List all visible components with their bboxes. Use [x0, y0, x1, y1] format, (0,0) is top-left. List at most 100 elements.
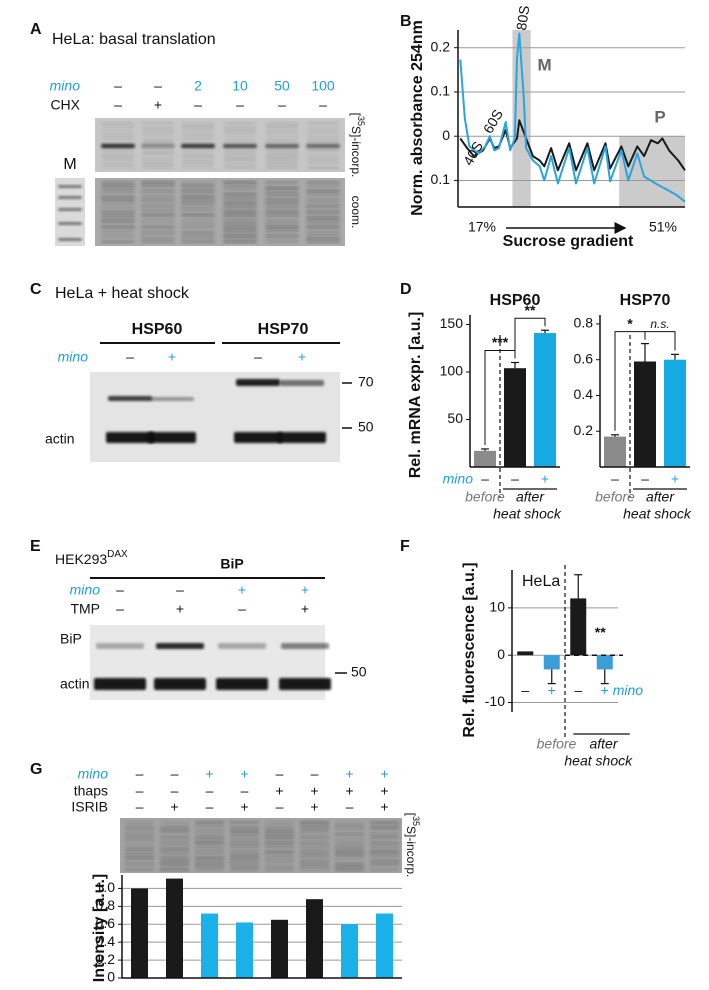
gel-band [265, 144, 299, 148]
trace [459, 119, 686, 172]
gel-band [334, 869, 365, 871]
gel-band [265, 214, 299, 216]
row-cell: + [168, 349, 176, 365]
region-label: P [654, 108, 665, 127]
gel-band [223, 205, 257, 207]
row-cell: – [114, 78, 122, 94]
gel-band [159, 836, 190, 838]
gel-band [102, 152, 134, 154]
y-tick-label: -10 [485, 693, 505, 709]
gel-band [306, 196, 340, 198]
bar [570, 598, 587, 656]
gel-band [229, 821, 260, 823]
group-label: before [595, 489, 635, 505]
gel-band [306, 181, 340, 183]
y-tick-label: 150 [440, 315, 464, 331]
gel-band [224, 128, 256, 130]
gel-band [102, 131, 134, 133]
gel-band [142, 131, 174, 133]
bar [664, 359, 686, 467]
gel-band [229, 866, 260, 868]
gel-band [194, 857, 225, 859]
gel-band [229, 830, 260, 832]
y-tick-label: 0.2 [431, 38, 451, 54]
gel-band [182, 155, 214, 157]
gel-band [142, 122, 174, 124]
y-axis-label: Rel. fluorescence [a.u.] [461, 562, 478, 737]
incorp-label: [35S]-incorp. [349, 113, 366, 178]
gel-band [224, 167, 256, 169]
gel-band [264, 854, 295, 856]
gel-band [182, 125, 214, 127]
gel-band [224, 161, 256, 163]
gel-band [278, 432, 326, 443]
gel-band [369, 860, 400, 862]
incorp-label-part: S]-incorp. [404, 826, 418, 877]
gel-band [181, 211, 215, 213]
row-cell: – [171, 783, 179, 799]
gel-band [306, 187, 340, 189]
gel-band [142, 137, 174, 139]
y-tick-label: 0.8 [574, 315, 594, 331]
row-cell: + [240, 766, 248, 782]
cell-line: HEK293DAX [55, 549, 128, 567]
gel-band [307, 164, 339, 166]
gel-band [334, 851, 365, 853]
gel-band [194, 866, 225, 868]
gel-band [148, 432, 196, 443]
gel-band [124, 830, 155, 832]
gel-band [264, 836, 295, 838]
gel-band [307, 161, 339, 163]
gel-band [223, 193, 257, 195]
gel-band [229, 827, 260, 829]
gel-band [182, 161, 214, 163]
row-cell: – [346, 799, 354, 815]
gel-band [142, 128, 174, 130]
bar [271, 919, 288, 978]
gel-band [142, 158, 174, 160]
gel-band [181, 187, 215, 189]
gel-band [299, 833, 330, 835]
row-cell: – [278, 97, 286, 113]
gel-band [101, 208, 135, 210]
row-label: mino [78, 766, 109, 782]
gel-band [124, 869, 155, 871]
row-cell: – [116, 601, 124, 617]
gel-band [266, 122, 298, 124]
gel-band [181, 199, 215, 201]
gel-band [229, 836, 260, 838]
gel-band [265, 193, 299, 195]
gel-band [182, 134, 214, 136]
significance-bracket [514, 317, 546, 359]
gel-header: BiP [220, 556, 243, 572]
gel-band [159, 869, 190, 871]
bar [131, 888, 148, 978]
panel-label: D [400, 281, 412, 298]
gel-band [101, 205, 135, 207]
gel [90, 372, 340, 462]
panel-label: B [400, 13, 412, 30]
chart-title: HSP70 [620, 292, 671, 309]
gel-band [141, 241, 175, 243]
bar [534, 333, 556, 467]
gel-header: HSP60 [132, 321, 183, 338]
gel-band [299, 827, 330, 829]
gel-band [306, 202, 340, 204]
gel-band [229, 869, 260, 871]
gel-band [369, 830, 400, 832]
gel-band [265, 229, 299, 231]
gel-band [223, 184, 257, 186]
gel-band [266, 140, 298, 142]
gel-band [141, 238, 175, 240]
bar [376, 913, 393, 978]
gel-band [182, 164, 214, 166]
gel-band [264, 869, 295, 871]
gel-band [307, 158, 339, 160]
gel-band [307, 131, 339, 133]
gel-band [159, 824, 190, 826]
row-cell: + [238, 582, 246, 598]
row-cell: + [176, 601, 184, 617]
gel-band [264, 848, 295, 850]
gel-band [181, 196, 215, 198]
marker-label: M [63, 156, 76, 173]
